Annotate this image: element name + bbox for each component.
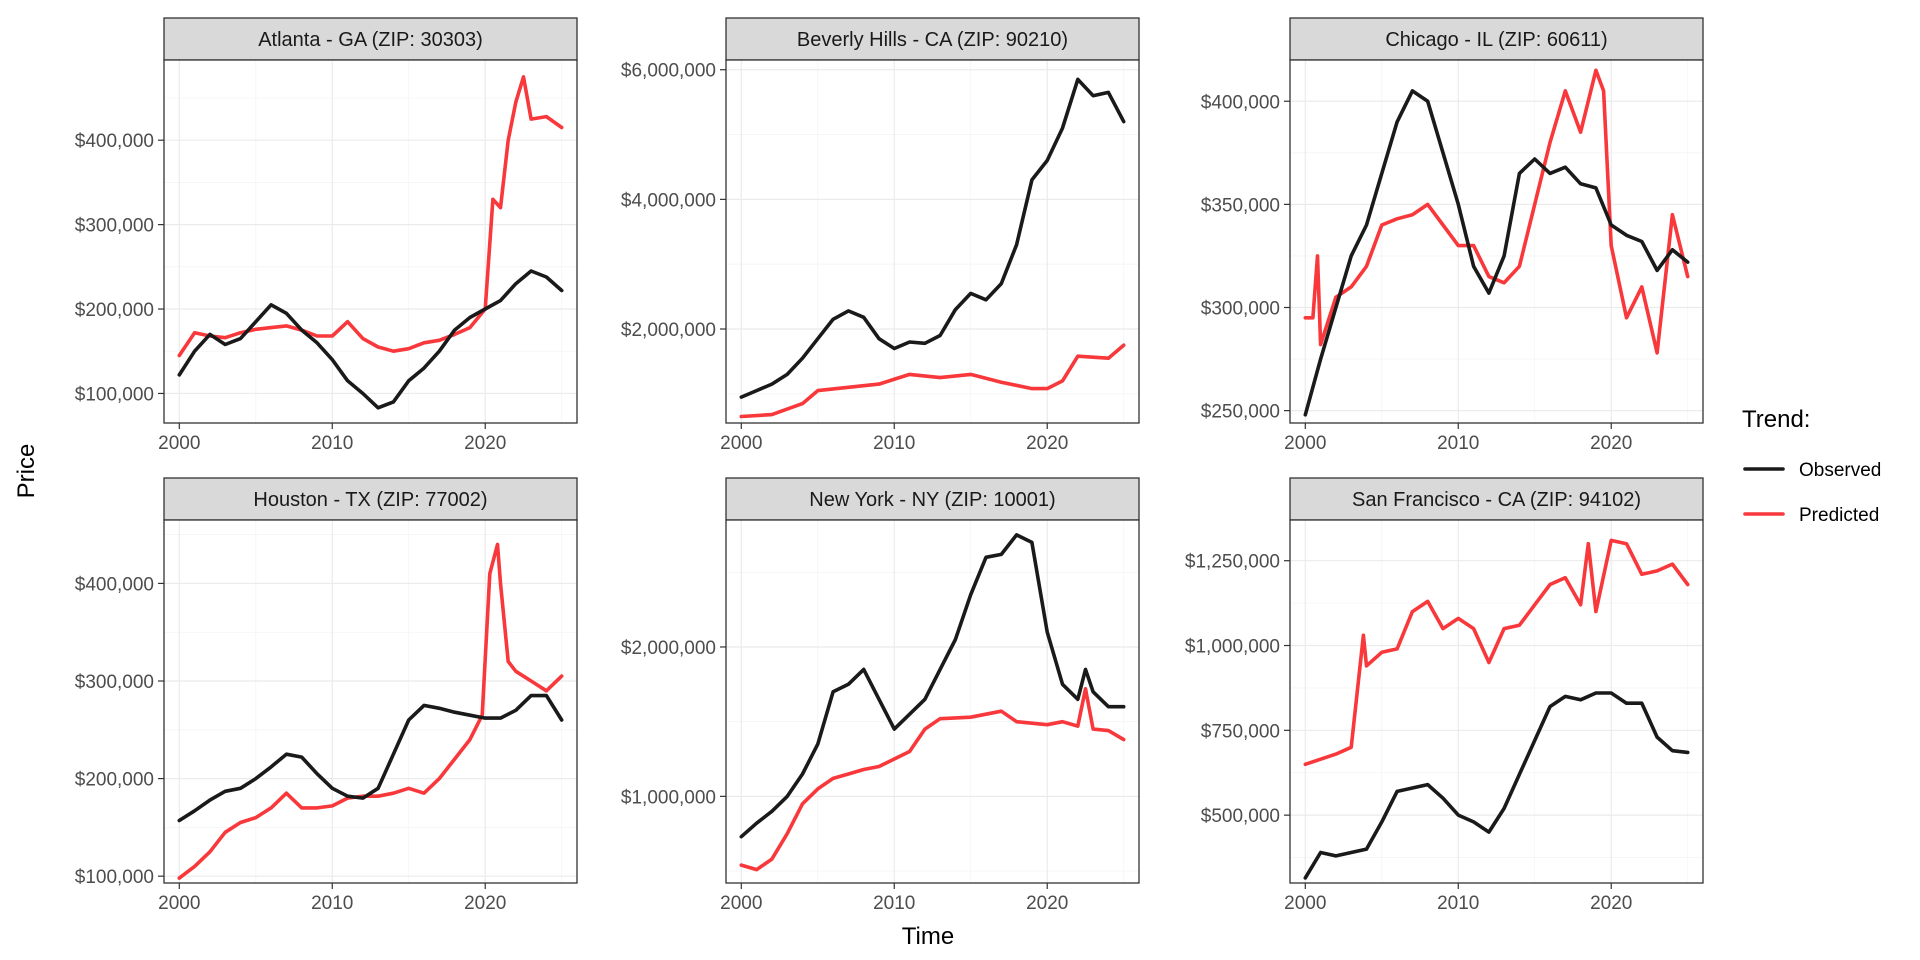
legend-entry-observed: Observed <box>1743 460 1881 481</box>
panel-background <box>164 520 577 883</box>
x-tick-label: 2000 <box>1284 433 1326 454</box>
panel-border <box>163 59 578 424</box>
y-tick-label: $200,000 <box>75 300 154 321</box>
x-axis-title: Time <box>902 923 954 950</box>
panel-san-francisco-ca: San Francisco - CA (ZIP: 94102) 2000 2010 2… <box>1185 477 1704 914</box>
series-line-predicted <box>1303 538 1690 767</box>
y-tick-label: $6,000,000 <box>621 61 716 82</box>
panel-title: Chicago - IL (ZIP: 60611) <box>1385 29 1607 51</box>
x-tick-label: 2020 <box>1026 893 1068 914</box>
series-line-predicted <box>739 687 1126 872</box>
legend-label-observed: Observed <box>1799 460 1881 481</box>
y-tick-label: $350,000 <box>1201 195 1280 216</box>
y-tick-label: $2,000,000 <box>621 320 716 341</box>
x-tick-label: 2010 <box>873 433 915 454</box>
panel-title: San Francisco - CA (ZIP: 94102) <box>1352 489 1641 511</box>
y-tick-label: $4,000,000 <box>621 190 716 211</box>
panel-new-york-ny: New York - NY (ZIP: 10001) 2000 2010 2020 $1… <box>621 477 1140 914</box>
x-tick-label: 2000 <box>720 893 762 914</box>
panel-strip <box>725 477 1140 521</box>
y-tick-label: $100,000 <box>75 867 154 888</box>
x-tick-label: 2010 <box>1437 433 1479 454</box>
x-tick-label: 2010 <box>311 893 353 914</box>
panel-background <box>164 60 577 423</box>
x-tick-label: 2000 <box>720 433 762 454</box>
series-line-observed <box>739 77 1126 399</box>
panel-border <box>1289 519 1704 884</box>
panel-strip <box>163 477 578 521</box>
series-line-observed <box>1303 89 1690 417</box>
panel-atlanta-ga: Atlanta - GA (ZIP: 30303) 2000 2010 2020 $10… <box>75 17 578 454</box>
panel-border <box>1289 59 1704 424</box>
y-tick-label: $400,000 <box>75 574 154 595</box>
x-tick-label: 2010 <box>1437 893 1479 914</box>
y-tick-label: $400,000 <box>75 131 154 152</box>
series-line-predicted <box>177 75 564 358</box>
panel-title: Atlanta - GA (ZIP: 30303) <box>258 29 483 51</box>
panel-background <box>726 60 1139 423</box>
legend-title: Trend: <box>1742 406 1810 433</box>
panel-border <box>163 519 578 884</box>
series-line-observed <box>739 533 1126 839</box>
series-line-observed <box>1303 691 1690 880</box>
series-line-predicted <box>739 343 1126 419</box>
series-line-observed <box>177 693 564 823</box>
legend: Trend: Observed Predicted <box>1742 406 1881 526</box>
y-tick-label: $1,000,000 <box>1185 637 1280 658</box>
x-tick-label: 2000 <box>1284 893 1326 914</box>
x-tick-label: 2020 <box>1026 433 1068 454</box>
x-tick-label: 2020 <box>464 433 506 454</box>
y-tick-label: $300,000 <box>75 672 154 693</box>
panel-beverly-hills-ca: Beverly Hills - CA (ZIP: 90210) 2000 2010 2… <box>621 17 1140 454</box>
panel-strip <box>1289 477 1704 521</box>
legend-label-predicted: Predicted <box>1799 505 1879 526</box>
panel-strip <box>163 17 578 61</box>
panel-houston-tx: Houston - TX (ZIP: 77002) 2000 2010 2020 $10… <box>75 477 578 914</box>
facet-panels: Atlanta - GA (ZIP: 30303) 2000 2010 2020 $10… <box>75 17 1704 914</box>
x-tick-label: 2020 <box>1590 893 1632 914</box>
series-line-observed <box>177 269 564 410</box>
y-tick-label: $750,000 <box>1201 721 1280 742</box>
series-line-predicted <box>1303 68 1690 355</box>
panel-title: New York - NY (ZIP: 10001) <box>809 489 1055 511</box>
y-tick-label: $1,250,000 <box>1185 552 1280 573</box>
y-tick-label: $400,000 <box>1201 92 1280 113</box>
y-tick-label: $100,000 <box>75 384 154 405</box>
y-tick-label: $250,000 <box>1201 402 1280 423</box>
legend-entry-predicted: Predicted <box>1743 505 1879 526</box>
panel-title: Beverly Hills - CA (ZIP: 90210) <box>797 29 1068 51</box>
y-tick-label: $2,000,000 <box>621 638 716 659</box>
y-tick-label: $300,000 <box>1201 299 1280 320</box>
panel-strip <box>1289 17 1704 61</box>
series-line-predicted <box>177 542 564 880</box>
panel-title: Houston - TX (ZIP: 77002) <box>253 489 487 511</box>
x-tick-label: 2000 <box>158 893 200 914</box>
panel-border <box>725 59 1140 424</box>
panel-strip <box>725 17 1140 61</box>
y-axis-title: Price <box>13 444 40 499</box>
x-tick-label: 2000 <box>158 433 200 454</box>
x-tick-label: 2010 <box>311 433 353 454</box>
y-tick-label: $1,000,000 <box>621 787 716 808</box>
x-tick-label: 2020 <box>1590 433 1632 454</box>
y-tick-label: $300,000 <box>75 216 154 237</box>
y-tick-label: $200,000 <box>75 770 154 791</box>
y-tick-label: $500,000 <box>1201 806 1280 827</box>
panel-border <box>725 519 1140 884</box>
x-tick-label: 2020 <box>464 893 506 914</box>
panel-chicago-il: Chicago - IL (ZIP: 60611) 2000 2010 2020 $25… <box>1201 17 1704 454</box>
x-tick-label: 2010 <box>873 893 915 914</box>
